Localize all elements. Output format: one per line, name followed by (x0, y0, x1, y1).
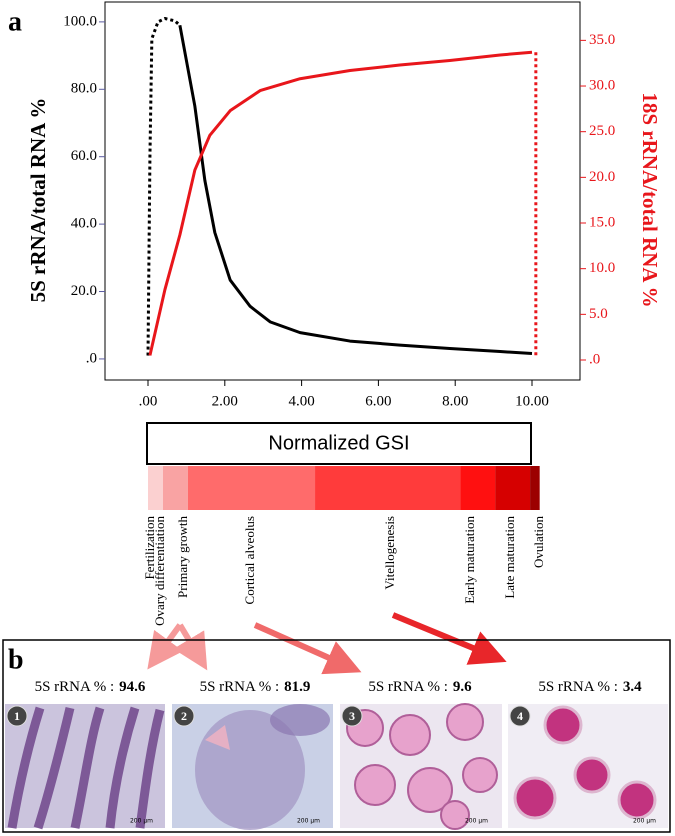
y2-tick-label: .0 (589, 351, 600, 367)
y2-tick-label: 30.0 (589, 77, 615, 93)
number-badge (509, 705, 531, 727)
gsi-box (146, 422, 532, 465)
caption: 5S rRNA % :94.6 (35, 679, 146, 695)
y2-tick-label: 10.0 (589, 260, 615, 276)
number-label: 3 (349, 709, 355, 723)
stage-segment (315, 466, 461, 510)
y2-tick-label: 35.0 (589, 32, 615, 48)
number-badge (6, 705, 28, 727)
data-line (146, 17, 181, 356)
stage-label: Late maturation (502, 516, 517, 599)
caption: 5S rRNA % :81.9 (200, 679, 311, 695)
number-badge (341, 705, 363, 727)
scale-label: 200 µm (633, 818, 656, 825)
y-tick-label: 40.0 (71, 216, 97, 232)
stage-segment (148, 466, 163, 510)
scale-label: 200 µm (465, 818, 488, 825)
x-tick-label: 4.00 (288, 393, 314, 409)
stage-label: Vitellogenesis (382, 516, 397, 590)
y2-tick-label: 20.0 (589, 169, 615, 185)
y-tick-label: 80.0 (71, 81, 97, 97)
scale-label: 200 µm (130, 818, 153, 825)
stage-label: Cortical alveolus (242, 516, 257, 604)
caption-value: 9.6 (453, 679, 472, 695)
plot-frame (104, 1, 581, 381)
y-tick-label: 20.0 (71, 283, 97, 299)
caption-value: 94.6 (119, 679, 146, 695)
stage-label: Ovulation (531, 516, 546, 568)
number-label: 2 (181, 709, 187, 723)
stage-segment (162, 466, 188, 510)
x-tick-label: 10.00 (515, 393, 549, 409)
number-badge (173, 705, 195, 727)
stage-segment (187, 466, 316, 510)
arrows (147, 612, 507, 675)
caption-text: 5S rRNA % : (35, 679, 115, 695)
caption-text: 5S rRNA % : (368, 679, 448, 695)
x-tick-label: .00 (139, 393, 158, 409)
x-tick-label: 8.00 (442, 393, 468, 409)
y2-axis-label: 18S rRNA/total RNA % (638, 92, 662, 307)
caption-text: 5S rRNA % : (538, 679, 618, 695)
caption: 5S rRNA % : 9.6 (368, 679, 472, 695)
micrographs (5, 703, 668, 830)
caption-value: 81.9 (284, 679, 310, 695)
data-line (178, 24, 533, 356)
panel-label: a (8, 6, 22, 37)
y-axis-label: 5S rRNA/total RNA % (26, 98, 50, 303)
x-tick-label: 2.00 (212, 393, 238, 409)
caption-text: 5S rRNA % : (200, 679, 280, 695)
y-tick-label: .0 (86, 350, 97, 366)
caption-value: 3.4 (623, 679, 642, 695)
scale-label: 200 µm (297, 818, 320, 825)
y2-tick-label: 25.0 (589, 123, 615, 139)
number-label: 1 (14, 709, 20, 723)
y2-tick-label: 5.0 (589, 306, 608, 322)
data-line (148, 50, 533, 356)
y2-tick-label: 15.0 (589, 214, 615, 230)
stage-label: Primary growth (175, 516, 190, 598)
y-tick-label: 100.0 (63, 13, 97, 29)
x-tick-label: 6.00 (365, 393, 391, 409)
number-label: 4 (517, 709, 523, 723)
panel-label: b (8, 644, 24, 675)
gsi-title: Normalized GSI (268, 432, 409, 454)
stage-segment (530, 466, 540, 510)
stage-segment (495, 466, 531, 510)
stage-label: Early maturation (462, 516, 477, 604)
stage-segment (460, 466, 496, 510)
caption: 5S rRNA % : 3.4 (538, 679, 642, 695)
stage-label: Fertilization (142, 516, 157, 580)
y-tick-label: 60.0 (71, 148, 97, 164)
panel-b-frame (2, 639, 671, 833)
stage-label: Ovary differentiation (152, 516, 167, 626)
